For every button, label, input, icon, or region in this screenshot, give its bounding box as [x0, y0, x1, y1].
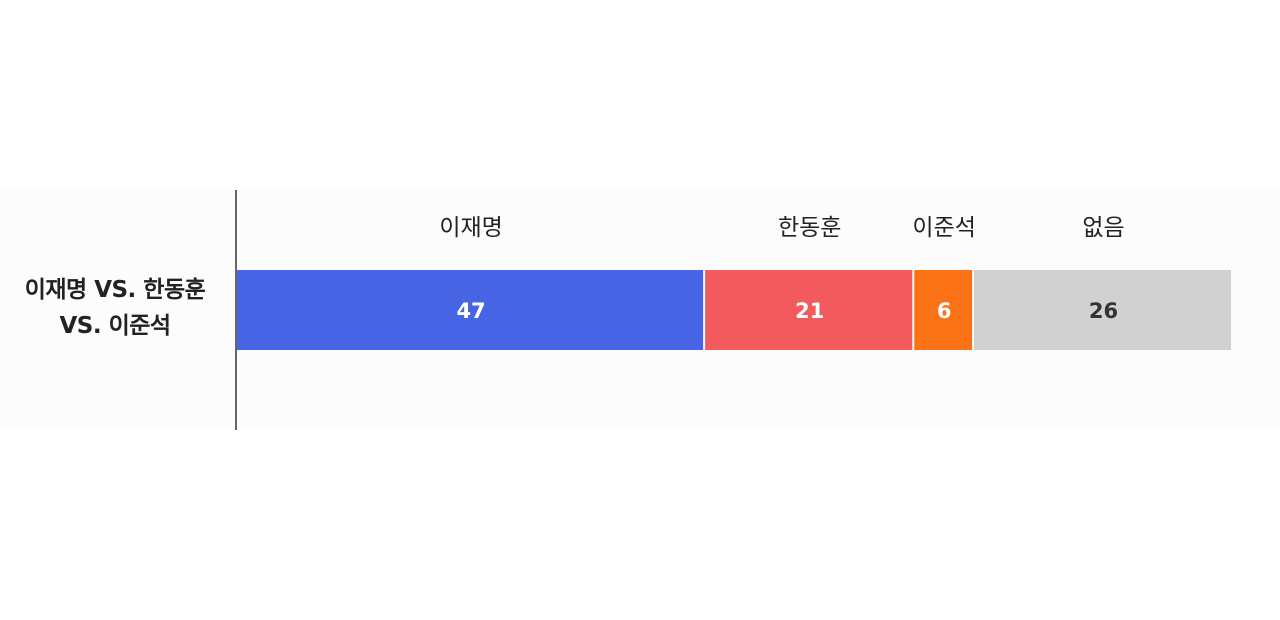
bar-segment-4: [974, 270, 1231, 350]
row-label-line-2: VS. 이준석: [59, 313, 171, 339]
row-label-line-1: 이재명 VS. 한동훈: [24, 277, 206, 303]
data-label-2: 21: [795, 299, 824, 323]
category-label-2: 한동훈: [778, 215, 841, 241]
category-label-1: 이재명: [439, 215, 502, 241]
bar-segment-3: [914, 270, 973, 350]
category-label-4: 없음: [1082, 215, 1124, 241]
chart-panel: 이재명 VS. 한동훈 VS. 이준석 47 이재명 21 한동훈 6 이준석 26 없음: [0, 190, 1280, 430]
stacked-bar-chart: 47 이재명 21 한동훈 6 이준석 26 없음: [237, 215, 1231, 350]
bar-segment-2: [705, 270, 913, 350]
data-label-3: 6: [937, 299, 952, 323]
category-label-3: 이준석: [912, 215, 975, 241]
data-label-1: 47: [456, 299, 485, 323]
category-axis-line: [235, 190, 237, 430]
data-label-4: 26: [1089, 299, 1118, 323]
row-label: 이재명 VS. 한동훈 VS. 이준석: [0, 272, 230, 344]
bar-segment-1: [237, 270, 704, 350]
